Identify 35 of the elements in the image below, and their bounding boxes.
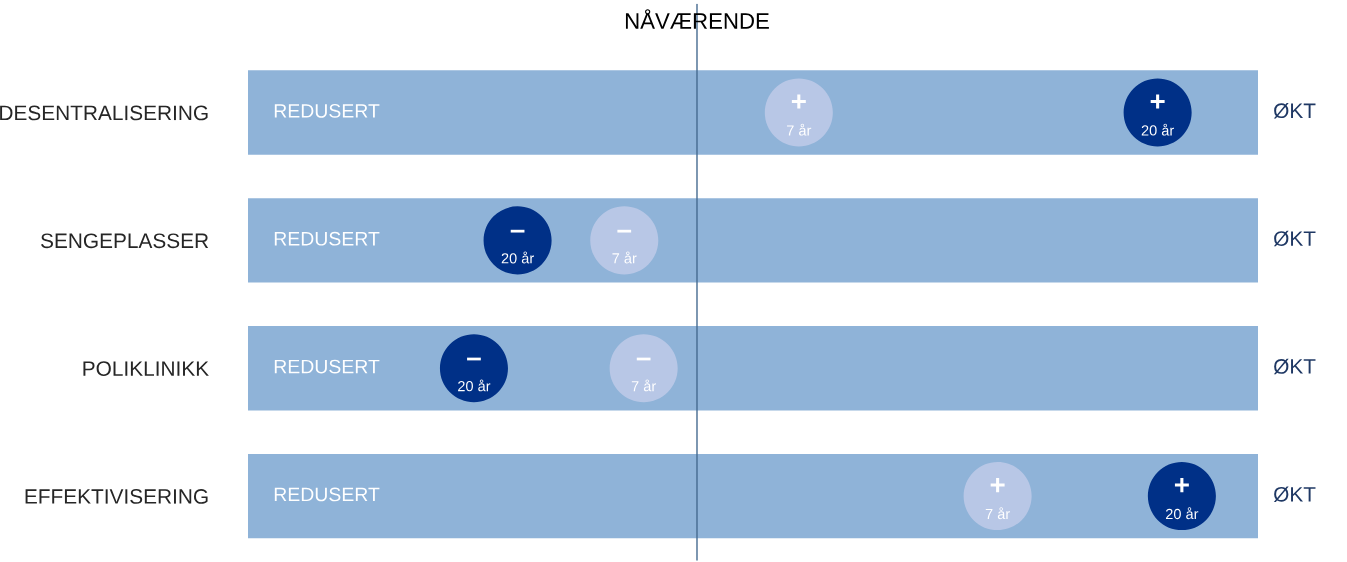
text: 20 år — [1141, 123, 1175, 136]
text: REDUSERT — [274, 103, 380, 118]
y-tick-label: SENGEPLASSER — [41, 233, 209, 249]
series-label: 20 år — [501, 251, 534, 264]
text: ØKT — [1273, 230, 1316, 247]
text: ØKT — [1273, 486, 1316, 502]
text: – — [636, 357, 651, 361]
ref-line-label: NÅVÆRENDE — [625, 9, 769, 29]
text: 7 år — [787, 123, 812, 136]
text: 20 år — [1165, 507, 1199, 520]
series-label: 7 år — [612, 251, 637, 264]
text: REDUSERT — [274, 231, 380, 246]
text: – — [510, 229, 525, 233]
text: REDUSERT — [274, 487, 380, 502]
point — [439, 334, 508, 403]
text: 20 år — [458, 379, 491, 392]
y-tick-label: POLIKLINIKK — [83, 361, 209, 376]
text: – — [467, 357, 481, 361]
point — [483, 206, 552, 275]
text: + — [1150, 94, 1165, 109]
annotation: + — [791, 94, 806, 109]
text: 7 år — [985, 507, 1010, 520]
text: ØKT — [1273, 358, 1316, 375]
y-tick-label: EFFEKTIVISERING — [25, 489, 208, 504]
annotation: – — [617, 229, 632, 233]
text: + — [1174, 478, 1189, 493]
point — [590, 206, 659, 275]
text: + — [990, 478, 1005, 493]
text: ØKT — [1273, 103, 1316, 119]
point — [963, 462, 1032, 531]
text: 7 år — [631, 379, 656, 392]
point — [764, 78, 833, 147]
point — [609, 334, 678, 403]
y-tick-label: DESENTRALISERING — [0, 105, 208, 121]
text: REDUSERT — [274, 359, 380, 374]
